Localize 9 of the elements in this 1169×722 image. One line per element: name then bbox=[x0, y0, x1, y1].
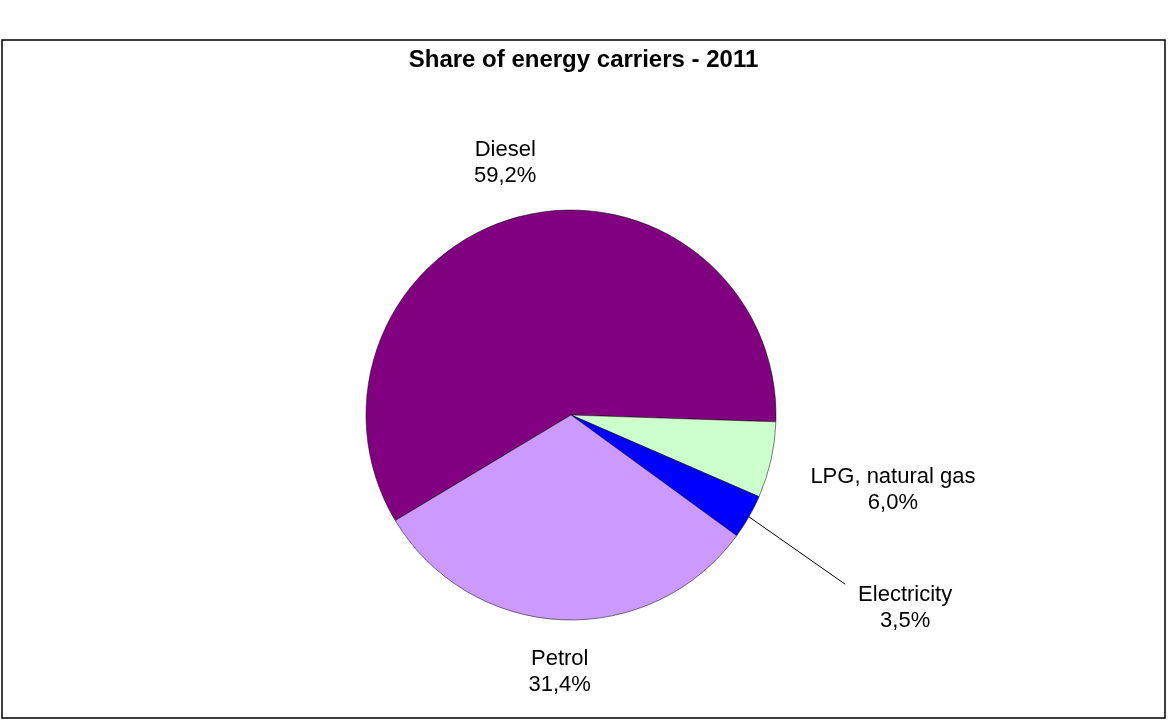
slice-label: Diesel bbox=[474, 136, 536, 162]
slice-label: Electricity bbox=[858, 581, 953, 607]
slice-label: LPG, natural gas bbox=[810, 462, 976, 488]
chart-title: Share of energy carriers - 2011 bbox=[408, 45, 759, 72]
data-label: 59,2% bbox=[474, 162, 537, 188]
data-label: 3,5% bbox=[880, 607, 931, 633]
data-label: 6,0% bbox=[867, 488, 919, 514]
slice-label: Petrol bbox=[530, 644, 589, 670]
data-label: 31,4% bbox=[528, 670, 591, 696]
